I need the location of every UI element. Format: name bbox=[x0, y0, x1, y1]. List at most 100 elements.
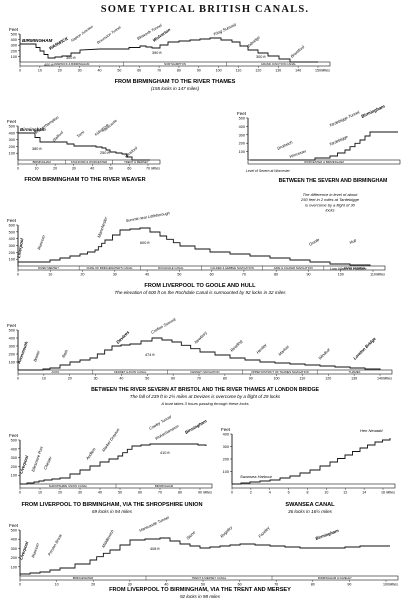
elevation-profile bbox=[232, 438, 391, 485]
x-tick-label: 60 bbox=[210, 273, 214, 277]
y-tick-label: 200 bbox=[11, 49, 17, 53]
x-tick-label: 14 bbox=[362, 491, 366, 495]
place-label: Devizes bbox=[115, 329, 130, 344]
panel-subcaption: (155 locks in 147 miles) bbox=[151, 86, 200, 91]
panel-caption: FROM BIRMINGHAM TO THE RIVER THAMES bbox=[115, 79, 236, 85]
place-label: Uxbridge bbox=[245, 34, 261, 49]
place-label: Liverpool bbox=[18, 454, 29, 474]
level-label: 474 ft bbox=[145, 353, 155, 357]
x-tick-label: 40 bbox=[164, 583, 168, 587]
place-label: Reading bbox=[229, 338, 244, 353]
panel-caption: FROM BIRMINGHAM TO THE RIVER WEAVER bbox=[24, 177, 145, 183]
canal-band-label: WARWICK & BIRMINGHAM bbox=[54, 62, 90, 66]
canal-band bbox=[19, 575, 399, 581]
canal-band-label: AIRE & CALDER NAVIGATION bbox=[274, 266, 313, 270]
x-tick-label: 0 bbox=[17, 167, 19, 171]
x-tick-label: 20 bbox=[58, 69, 62, 73]
x-tick-label: 0 bbox=[19, 491, 21, 495]
place-label: Braunston Tunnel bbox=[96, 25, 121, 45]
x-tick-label: 30 bbox=[78, 491, 82, 495]
y-tick-label: 400 bbox=[223, 433, 229, 437]
feet-label: Feet bbox=[237, 111, 247, 116]
place-label: BIRMINGHAM bbox=[22, 38, 53, 43]
x-tick-label: 110 bbox=[236, 69, 242, 73]
place-label: Level of Severn at Worcester bbox=[246, 169, 291, 173]
panel-caption: BETWEEN THE SEVERN AND BIRMINGHAM bbox=[279, 178, 388, 184]
x-tick-label: 100 bbox=[274, 377, 280, 381]
x-tick-label: 12 bbox=[343, 491, 347, 495]
x-tick-label: 70 bbox=[146, 167, 150, 171]
y-tick-label: 300 bbox=[9, 345, 15, 349]
x-tick-label: 110 bbox=[370, 273, 376, 277]
canal-band-label: KENNET & AVON CANAL bbox=[114, 370, 147, 374]
x-tick-label: 60 bbox=[138, 491, 142, 495]
level-label: 300 ft bbox=[66, 56, 76, 60]
x-tick-label: 10 bbox=[55, 583, 59, 587]
place-label: Crofton Summit bbox=[150, 316, 177, 335]
place-label: Swansea Harbour bbox=[240, 474, 273, 479]
level-label: 390 ft bbox=[152, 51, 162, 55]
x-tick-label: 90 bbox=[249, 377, 253, 381]
elevation-profile bbox=[250, 131, 398, 161]
x-tick-label: 130 bbox=[351, 377, 357, 381]
place-label: Chester bbox=[42, 455, 53, 470]
panel-subcaption: 36 locks in 16½ miles bbox=[288, 508, 333, 514]
x-tick-label: 30 bbox=[72, 167, 76, 171]
x-tick-label: 0 bbox=[19, 69, 21, 73]
x-tick-label: 10 bbox=[324, 491, 328, 495]
place-label: Goole bbox=[308, 237, 321, 247]
level-label: 408 ft bbox=[150, 547, 160, 551]
x-tick-label: 60 bbox=[171, 377, 175, 381]
place-label: Rugeley bbox=[219, 524, 234, 539]
x-tick-label: 10 bbox=[38, 69, 42, 73]
y-tick-label: 100 bbox=[9, 258, 15, 262]
y-tick-label: 200 bbox=[11, 465, 17, 469]
miles-label: Miles bbox=[203, 491, 212, 495]
x-tick-label: 70 bbox=[274, 583, 278, 587]
y-tick-label: 400 bbox=[11, 447, 17, 451]
y-tick-label: 300 bbox=[239, 133, 245, 137]
x-tick-label: 120 bbox=[255, 69, 261, 73]
feet-label: Feet bbox=[7, 323, 17, 328]
canal-band-label: SHROPSHIRE UNION CANAL bbox=[49, 484, 88, 488]
place-label: Brentford bbox=[289, 44, 305, 59]
place-label: Newbury bbox=[193, 329, 208, 344]
canal-band-label: BIRMINGHAM bbox=[33, 160, 52, 164]
x-tick-label: 70 bbox=[158, 491, 162, 495]
canal-band-label: GRAND JUNCTION CANAL bbox=[261, 62, 297, 66]
miles-label: Miles bbox=[321, 69, 330, 73]
x-tick-label: 20 bbox=[53, 167, 57, 171]
canal-band-label: TRENT & MERSEY CANAL bbox=[192, 576, 227, 580]
feet-label: Feet bbox=[9, 523, 19, 528]
x-tick-label: 60 bbox=[137, 69, 141, 73]
x-tick-label: 2 bbox=[250, 491, 252, 495]
x-tick-label: 40 bbox=[145, 273, 149, 277]
place-label: Wolverhampton bbox=[155, 424, 180, 441]
y-tick-label: 400 bbox=[11, 538, 17, 542]
canal-band-label: CALDER & HEBBLE NAVIGATION bbox=[210, 266, 253, 270]
feet-label: Feet bbox=[221, 427, 231, 432]
x-tick-label: 10 bbox=[48, 273, 52, 277]
canal-band-label: BIRMINGHAM & FAZELEY bbox=[318, 576, 352, 580]
y-tick-label: 300 bbox=[11, 44, 17, 48]
y-tick-label: 200 bbox=[9, 353, 15, 357]
x-tick-label: 30 bbox=[113, 273, 117, 277]
panel-caption: BETWEEN THE RIVER SEVERN AT BRISTOL AND … bbox=[91, 387, 319, 393]
x-tick-label: 70 bbox=[157, 69, 161, 73]
place-label: Windsor bbox=[317, 346, 331, 360]
x-tick-label: 80 bbox=[177, 69, 181, 73]
y-tick-label: 300 bbox=[9, 244, 15, 248]
x-tick-label: 70 bbox=[242, 273, 246, 277]
x-tick-label: 30 bbox=[78, 69, 82, 73]
place-label: Summit near Littleborough bbox=[125, 211, 170, 223]
place-label: Fazeley bbox=[257, 525, 271, 539]
panel-subcaption: 92 locks in 98 miles bbox=[180, 594, 221, 599]
canal-band-label: WORCESTER & BIRMINGHAM bbox=[304, 160, 344, 164]
panel-note: is overcome by a flight of 30 bbox=[305, 202, 356, 207]
